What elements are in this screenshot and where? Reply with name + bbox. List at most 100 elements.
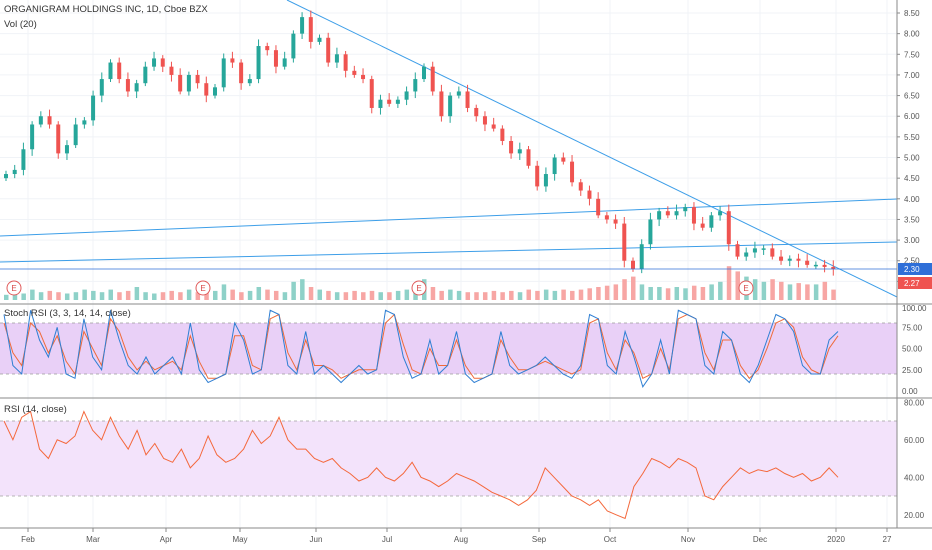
volume-bar: [761, 281, 767, 300]
time-tick-label: Nov: [681, 535, 695, 544]
volume-bar: [21, 293, 26, 300]
volume-bars: [4, 266, 836, 300]
volume-bar: [64, 293, 70, 300]
volume-bar: [796, 283, 801, 300]
volume-bar: [230, 289, 235, 300]
earnings-marker-text: E: [416, 284, 421, 293]
volume-bar: [709, 284, 714, 300]
volume-bar: [700, 287, 706, 300]
volume-bar: [125, 290, 131, 300]
symbol-title[interactable]: ORGANIGRAM HOLDINGS INC, 1D, Cboe BZX: [4, 4, 208, 15]
volume-bar: [4, 294, 9, 300]
volume-bar: [282, 292, 288, 300]
time-axis[interactable]: Feb Mar Apr May Jun Jul Aug Sep Oct Nov Dec 2020 27: [21, 528, 892, 544]
volume-bar: [648, 287, 653, 300]
stoch-tick-label: 100.00: [902, 304, 927, 313]
candle-body: [82, 120, 87, 125]
candle-body: [12, 169, 17, 175]
volume-bar: [117, 292, 122, 300]
candle-body: [779, 256, 784, 261]
candle-body: [186, 74, 191, 92]
stoch-axis[interactable]: 100.00 75.00 50.00 25.00 0.00: [902, 304, 927, 396]
earnings-marker[interactable]: E: [195, 280, 211, 296]
earnings-marker[interactable]: E: [6, 280, 22, 296]
price-tick-label: 3.00: [904, 236, 920, 245]
price-tick-label: 2.50: [904, 257, 920, 266]
volume-bar: [535, 290, 540, 300]
volume-bar: [491, 290, 497, 300]
price-tick-label: 4.00: [904, 195, 920, 204]
earnings-marker[interactable]: E: [738, 280, 754, 296]
candle-body: [474, 107, 479, 117]
candle-body: [604, 215, 609, 220]
time-tick-label: Mar: [86, 535, 100, 544]
volume-bar: [657, 287, 662, 300]
earnings-marker-circle: [195, 280, 211, 296]
volume-bar: [543, 289, 549, 300]
candle-body: [787, 258, 792, 261]
candle-body: [47, 116, 52, 125]
trendline[interactable]: [0, 241, 898, 263]
candle-body: [543, 174, 548, 187]
rsi-label[interactable]: RSI (14, close): [4, 404, 67, 415]
candle-body: [639, 244, 644, 269]
volume-bar: [352, 290, 357, 300]
earnings-marker-text: E: [200, 284, 205, 293]
candle-body: [631, 260, 635, 269]
candle-body: [674, 211, 679, 216]
volume-label[interactable]: Vol (20): [4, 19, 37, 30]
volume-bar: [596, 287, 601, 300]
earnings-marker[interactable]: E: [411, 280, 427, 296]
volume-bar: [343, 292, 349, 300]
candle-body: [813, 264, 818, 267]
candle-body: [517, 149, 522, 154]
trendline[interactable]: [0, 198, 898, 237]
price-tick-label: 7.00: [904, 71, 920, 80]
stoch-tick-label: 25.00: [902, 366, 923, 375]
price-axis[interactable]: 8.50 8.00 7.50 7.00 6.50 6.00 5.50 5.00 4.50 4.00…: [897, 9, 920, 286]
candle-body: [117, 62, 122, 80]
candle-body: [578, 182, 583, 191]
volume-bar: [683, 288, 688, 300]
candle-body: [300, 17, 305, 34]
candle-body: [761, 248, 766, 250]
volume-bar: [204, 292, 209, 300]
volume-bar: [509, 290, 514, 300]
earnings-marker-circle: [411, 280, 427, 296]
volume-bar: [665, 288, 671, 300]
trendline[interactable]: [286, 0, 898, 298]
volume-bar: [674, 287, 680, 300]
earnings-marker-text: E: [11, 284, 16, 293]
candle-body: [413, 79, 418, 92]
volume-bar: [813, 284, 819, 300]
volume-bar: [186, 289, 192, 300]
candle-body: [230, 58, 235, 63]
rsi-line: [3, 410, 839, 520]
price-tick-label: 8.50: [904, 9, 920, 18]
volume-bar: [91, 290, 96, 300]
stoch-rsi-label[interactable]: Stoch RSI (3, 3, 14, 14, close): [4, 308, 131, 319]
candle-body: [726, 211, 731, 245]
candle-body: [247, 79, 252, 84]
time-tick-label: Sep: [532, 535, 547, 544]
time-tick-label: Oct: [604, 535, 617, 544]
volume-bar: [12, 292, 18, 300]
candle-body: [735, 244, 740, 257]
time-tick-label: Apr: [160, 535, 173, 544]
volume-bar: [805, 284, 810, 300]
price-tick-label: 5.50: [904, 133, 920, 142]
stoch-tick-label: 75.00: [902, 323, 923, 332]
volume-bar: [622, 279, 627, 300]
price-candles[interactable]: [4, 10, 836, 276]
trendlines[interactable]: [0, 0, 898, 298]
volume-bar: [552, 290, 558, 300]
volume-bar: [482, 292, 488, 300]
volume-bar: [822, 281, 828, 300]
candle-body: [622, 223, 627, 261]
candle-body: [73, 124, 78, 146]
volume-bar: [831, 289, 836, 300]
rsi-axis[interactable]: 80.00 60.00 40.00 20.00: [904, 398, 925, 520]
candle-body: [273, 50, 278, 67]
